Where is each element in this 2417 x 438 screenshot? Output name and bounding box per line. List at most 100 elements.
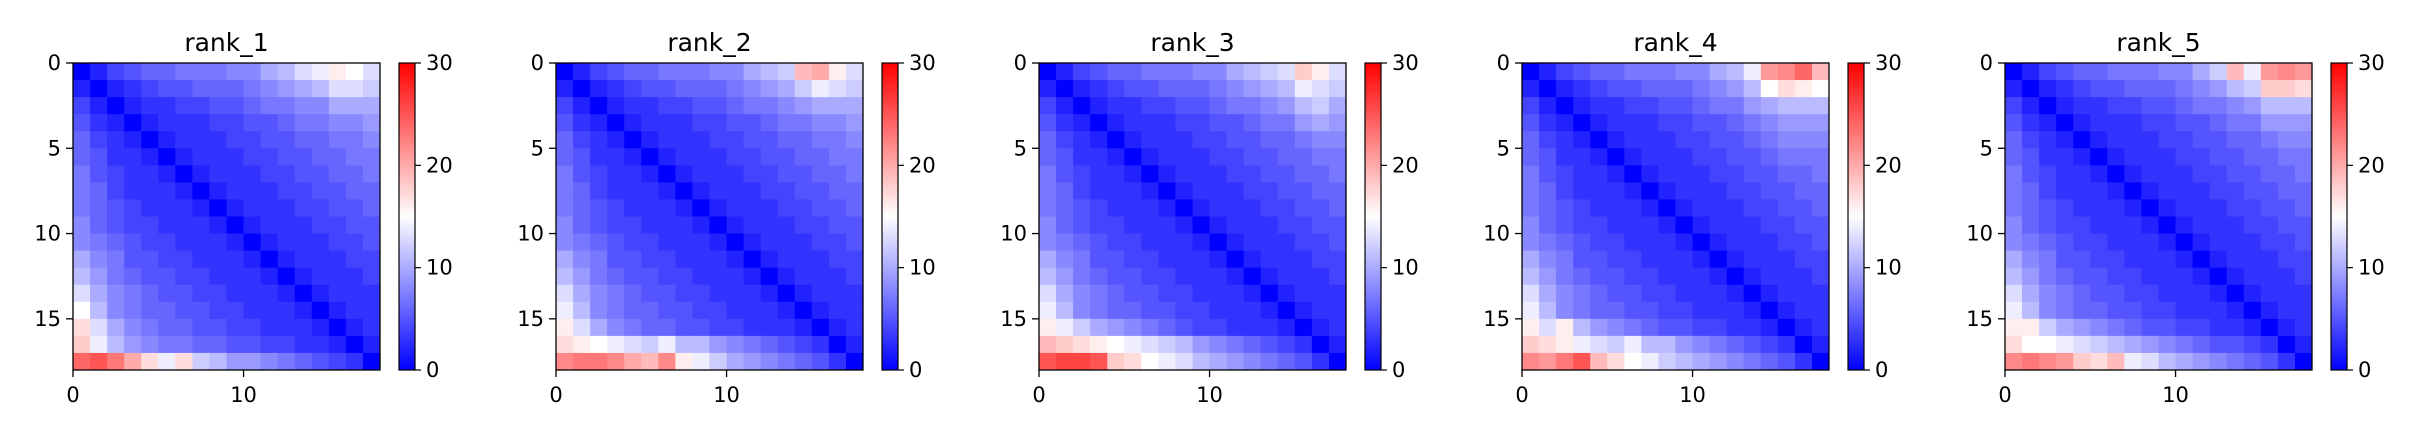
heatmap-cell <box>1743 114 1762 132</box>
colorbar-tick-label: 10 <box>909 256 936 280</box>
heatmap-cell <box>2005 301 2023 320</box>
heatmap-cell <box>158 267 176 286</box>
heatmap-cell <box>675 250 693 269</box>
heatmap-cell <box>260 148 279 166</box>
heatmap-cell <box>556 301 574 320</box>
heatmap-cell <box>1777 352 1796 371</box>
heatmap-cell <box>1209 233 1228 252</box>
heatmap-cell <box>2209 114 2228 132</box>
heatmap-cell <box>794 63 813 81</box>
heatmap-cell <box>124 267 142 286</box>
heatmap-cell <box>2260 301 2279 320</box>
heatmap-cell <box>1209 80 1228 98</box>
heatmap-cell <box>362 216 381 234</box>
heatmap-cell <box>1243 131 1262 149</box>
colorbar-tick-label: 0 <box>1875 358 1888 382</box>
heatmap-cell <box>1675 148 1693 166</box>
heatmap-cell <box>760 80 779 98</box>
heatmap-cell <box>726 148 745 166</box>
heatmap-cell <box>1709 216 1728 234</box>
heatmap-cell <box>1039 114 1057 132</box>
heatmap-cell <box>1073 148 1091 166</box>
heatmap-cell <box>328 182 347 200</box>
heatmap-cell <box>2107 97 2125 115</box>
heatmap-cell <box>1692 335 1711 354</box>
heatmap-cell <box>2277 182 2296 200</box>
heatmap-cell <box>2294 352 2313 371</box>
heatmap-cell <box>675 182 693 200</box>
heatmap-cell <box>294 335 313 354</box>
heatmap-cell <box>1658 131 1676 149</box>
heatmap-cell <box>658 182 676 200</box>
heatmap-cell <box>709 97 727 115</box>
heatmap-cell <box>2260 267 2279 286</box>
heatmap-cell <box>2226 335 2245 354</box>
heatmap-cell <box>1243 80 1262 98</box>
heatmap-cell <box>243 148 262 166</box>
heatmap-cell <box>2073 80 2091 98</box>
heatmap-cell <box>73 216 91 234</box>
heatmap-cell <box>1743 318 1762 337</box>
heatmap-cell <box>607 284 625 303</box>
heatmap-cell <box>777 165 796 183</box>
heatmap-cell <box>2158 301 2176 320</box>
heatmap-cell <box>209 216 227 234</box>
colorbar-frame <box>1847 62 1865 371</box>
heatmap-cell <box>590 233 608 252</box>
heatmap-cell <box>1226 250 1245 269</box>
heatmap-cell <box>828 131 847 149</box>
y-tick-label: 0 <box>531 51 544 75</box>
heatmap-cell <box>1090 131 1108 149</box>
heatmap-cell <box>624 63 642 81</box>
heatmap-cell <box>743 131 762 149</box>
heatmap-cell <box>2158 80 2176 98</box>
heatmap-cell <box>590 97 608 115</box>
heatmap-cell <box>2039 199 2057 217</box>
heatmap-cell <box>1039 301 1057 320</box>
heatmap-cell <box>2090 352 2108 371</box>
heatmap-cell <box>1107 216 1125 234</box>
heatmap-cell <box>1107 335 1125 354</box>
heatmap-cell <box>2260 131 2279 149</box>
heatmap-cell <box>175 233 193 252</box>
heatmap-cell <box>1556 216 1574 234</box>
heatmap-cell <box>1760 97 1779 115</box>
heatmap-cell <box>1209 301 1228 320</box>
heatmap-cell <box>743 182 762 200</box>
heatmap-cell <box>760 267 779 286</box>
heatmap-cell <box>1175 267 1193 286</box>
heatmap-cell <box>226 131 244 149</box>
heatmap-cell <box>794 80 813 98</box>
heatmap-cell <box>675 165 693 183</box>
heatmap-cell <box>158 318 176 337</box>
heatmap-cell <box>345 216 364 234</box>
heatmap-cell <box>1090 284 1108 303</box>
heatmap-cell <box>2124 267 2142 286</box>
heatmap-cell <box>192 267 210 286</box>
heatmap-cell <box>209 148 227 166</box>
heatmap-cell <box>362 182 381 200</box>
heatmap-cell <box>1158 318 1176 337</box>
heatmap-cell <box>362 114 381 132</box>
heatmap-cell <box>794 148 813 166</box>
heatmap-cell <box>2209 250 2228 269</box>
heatmap-cell <box>573 284 591 303</box>
heatmap-cell <box>226 165 244 183</box>
heatmap-cell <box>1294 63 1313 81</box>
colorbar-tick-label: 10 <box>426 256 453 280</box>
heatmap-cell <box>760 148 779 166</box>
heatmap-cell <box>1658 63 1676 81</box>
heatmap-cell <box>1658 148 1676 166</box>
heatmap-cell <box>1226 63 1245 81</box>
heatmap-cell <box>1175 80 1193 98</box>
y-tick-label: 10 <box>1966 222 1993 246</box>
heatmap-cell <box>692 97 710 115</box>
heatmap-cell <box>1743 335 1762 354</box>
heatmap-cell <box>294 148 313 166</box>
heatmap-cell <box>1794 63 1813 81</box>
heatmap-cell <box>1175 199 1193 217</box>
heatmap-cell <box>107 97 125 115</box>
heatmap-cell <box>1090 182 1108 200</box>
heatmap-cell <box>1158 148 1176 166</box>
heatmap-cell <box>1590 165 1608 183</box>
